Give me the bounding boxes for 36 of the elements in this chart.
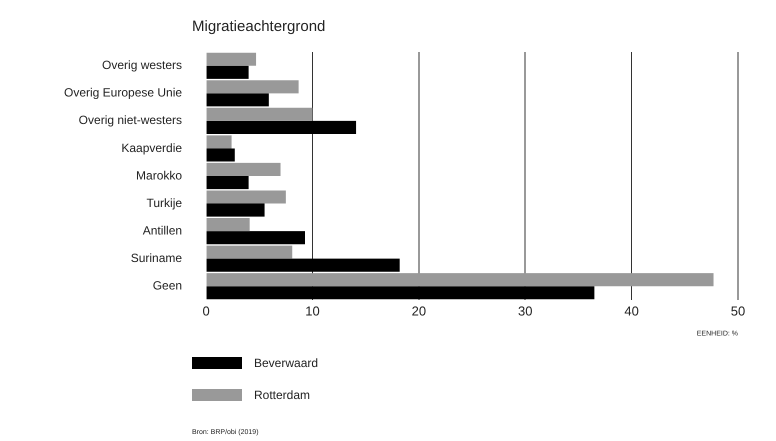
x-tick-label: 30: [518, 303, 532, 318]
y-tick-label: Overig Europese Unie: [64, 86, 182, 100]
bar: [206, 231, 305, 244]
bar: [206, 286, 594, 300]
bar: [206, 246, 292, 259]
bar: [206, 162, 281, 176]
bar: [206, 135, 232, 148]
chart-title: Migratieachtergrond: [192, 18, 326, 35]
y-tick-label: Turkije: [146, 196, 182, 210]
legend-label: Beverwaard: [254, 356, 318, 370]
bar: [206, 190, 286, 204]
x-tick-label: 0: [202, 303, 210, 318]
bar: [206, 52, 256, 66]
x-tick-label: 50: [730, 303, 746, 318]
bar: [206, 258, 400, 272]
bar: [206, 176, 249, 190]
y-tick-label: Geen: [152, 278, 182, 293]
bar: [206, 66, 249, 79]
y-tick-label: Overig westers: [102, 58, 182, 72]
bar: [206, 120, 356, 134]
bar: [206, 204, 265, 217]
x-tick-label: 10: [305, 303, 320, 318]
y-tick-label: Marokko: [136, 168, 182, 182]
x-tick-label: 40: [624, 303, 639, 318]
y-tick-label: Antillen: [142, 223, 182, 238]
x-tick-label: 20: [412, 303, 426, 318]
y-tick-label: Suriname: [130, 250, 182, 265]
bar: [206, 80, 299, 94]
legend-label: Rotterdam: [254, 388, 310, 402]
y-tick-label: Overig niet-westers: [78, 113, 182, 128]
bar: [206, 148, 235, 162]
bar: [206, 273, 714, 286]
bar: [206, 108, 312, 121]
bar: [206, 218, 250, 232]
y-tick-label: Kaapverdie: [121, 140, 182, 155]
bar: [206, 93, 269, 106]
